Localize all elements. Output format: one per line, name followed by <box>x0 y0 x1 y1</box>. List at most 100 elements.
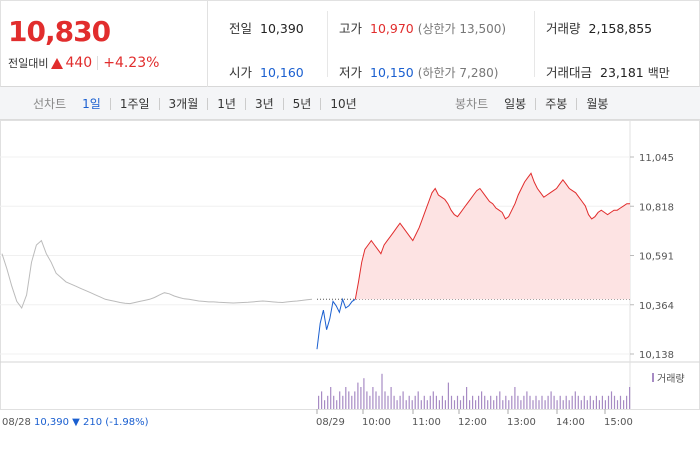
volume-bar <box>393 395 395 409</box>
stat-value: 23,181 <box>600 65 644 80</box>
volume-bar <box>426 400 428 409</box>
volume-bar <box>466 387 468 409</box>
volume-bar <box>475 400 477 409</box>
tab-divider <box>109 97 111 110</box>
change-amount: 440 <box>65 55 93 71</box>
stats-divider <box>327 11 328 77</box>
volume-bar <box>345 387 347 409</box>
change-label: 전일대비 <box>8 57 49 70</box>
x-tick-label: 10:00 <box>362 417 391 428</box>
candle-chart-tabs: 봉차트 일봉 주봉 월봉 <box>455 87 610 120</box>
tab-5y[interactable]: 5년 <box>292 97 312 111</box>
volume-bar <box>595 395 597 409</box>
volume-bar <box>429 395 431 409</box>
volume-bar <box>574 391 576 409</box>
stat-value: 2,158,855 <box>588 21 653 36</box>
volume-bar <box>544 400 546 409</box>
volume-bar <box>405 400 407 409</box>
x-tick-label: 15:00 <box>604 417 633 428</box>
volume-bar <box>556 400 558 409</box>
tab-monthly[interactable]: 월봉 <box>586 97 609 111</box>
volume-bar <box>541 395 543 409</box>
y-tick-label: 10,138 <box>639 350 674 361</box>
tab-1w[interactable]: 1주일 <box>119 97 150 111</box>
y-axis-labels: 11,045 10,818 10,591 10,364 10,138 <box>639 153 674 361</box>
stat-value: 10,970 <box>370 21 414 36</box>
volume-bar <box>505 395 507 409</box>
volume-bar <box>318 395 320 409</box>
price-area <box>355 173 630 300</box>
volume-bar <box>456 395 459 409</box>
volume-bar <box>499 391 501 409</box>
volume-bar <box>601 395 603 409</box>
volume-bar <box>517 395 519 409</box>
volume-bar <box>342 395 344 409</box>
volume-bars: 거래량 <box>318 373 685 409</box>
tab-10y[interactable]: 10년 <box>330 97 357 111</box>
previous-day-line <box>1 239 313 310</box>
tab-divider <box>320 97 322 110</box>
volume-bar <box>444 400 446 409</box>
volume-bar <box>568 400 570 409</box>
candle-chart-label: 봉차트 <box>455 97 489 111</box>
stat-open: 시가 10,160 <box>229 62 304 81</box>
volume-bar <box>354 391 356 409</box>
volume-bar <box>629 387 631 409</box>
volume-bar <box>523 395 525 409</box>
volume-bar <box>399 395 401 409</box>
volume-bar <box>553 395 555 409</box>
volume-bar <box>487 400 489 409</box>
volume-bar <box>336 400 338 409</box>
volume-legend-label: 거래량 <box>657 373 685 385</box>
stat-label: 저가 <box>339 65 363 80</box>
volume-bar <box>535 395 537 409</box>
volume-bar <box>459 400 462 409</box>
chart-tab-bar: 선차트 1일 1주일 3개월 1년 3년 5년 10년 봉차트 일봉 주봉 월봉 <box>0 87 700 120</box>
volume-bar <box>592 400 594 409</box>
current-price: 10,830 <box>8 15 111 48</box>
stat-sub: (하한가 7,280) <box>417 66 499 80</box>
price-chart[interactable]: 11,045 10,818 10,591 10,364 10,138 거래량 08/28… <box>0 120 700 450</box>
volume-bar <box>571 395 573 409</box>
tab-divider <box>535 97 537 110</box>
y-tick-label: 10,591 <box>639 252 674 263</box>
volume-bar <box>623 400 625 409</box>
tab-3y[interactable]: 3년 <box>254 97 274 111</box>
volume-bar <box>526 391 528 409</box>
tab-divider <box>282 97 284 110</box>
x-tick-label: 11:00 <box>412 417 441 428</box>
volume-bar <box>598 400 600 409</box>
tab-weekly[interactable]: 주봉 <box>545 97 568 111</box>
up-arrow-icon <box>51 57 64 69</box>
volume-bar <box>532 400 534 409</box>
change-divider <box>97 56 99 70</box>
volume-bar <box>511 395 513 409</box>
prev-day-summary: 10,390 ▼ 210 (-1.98%) <box>34 417 149 428</box>
volume-bar <box>462 395 465 409</box>
tab-1d[interactable]: 1일 <box>82 97 101 111</box>
volume-bar <box>616 400 619 409</box>
volume-bar <box>610 391 613 409</box>
volume-bar <box>565 395 567 409</box>
quote-header: 10,830 전일대비 440 +4.23% 전일 10,390 시가 10,1… <box>0 0 700 87</box>
stat-label: 거래대금 <box>546 65 593 80</box>
volume-bar <box>327 395 329 409</box>
volume-bar <box>339 391 341 409</box>
volume-bar <box>402 391 404 409</box>
volume-bar <box>496 395 498 409</box>
tab-3m[interactable]: 3개월 <box>168 97 199 111</box>
tab-1y[interactable]: 1년 <box>217 97 236 111</box>
volume-bar <box>321 391 323 409</box>
volume-bar <box>372 387 374 409</box>
volume-bar <box>363 378 365 409</box>
volume-bar <box>414 395 416 409</box>
volume-bar <box>626 395 628 409</box>
x-tick-label: 13:00 <box>507 417 536 428</box>
stats-divider <box>534 11 535 77</box>
volume-bar <box>589 395 591 409</box>
volume-bar <box>351 395 353 409</box>
volume-bar <box>435 395 437 409</box>
stat-high: 고가 10,970 (상한가 13,500) <box>339 18 506 37</box>
tab-daily[interactable]: 일봉 <box>504 97 527 111</box>
stat-unit: 백만 <box>647 66 670 80</box>
